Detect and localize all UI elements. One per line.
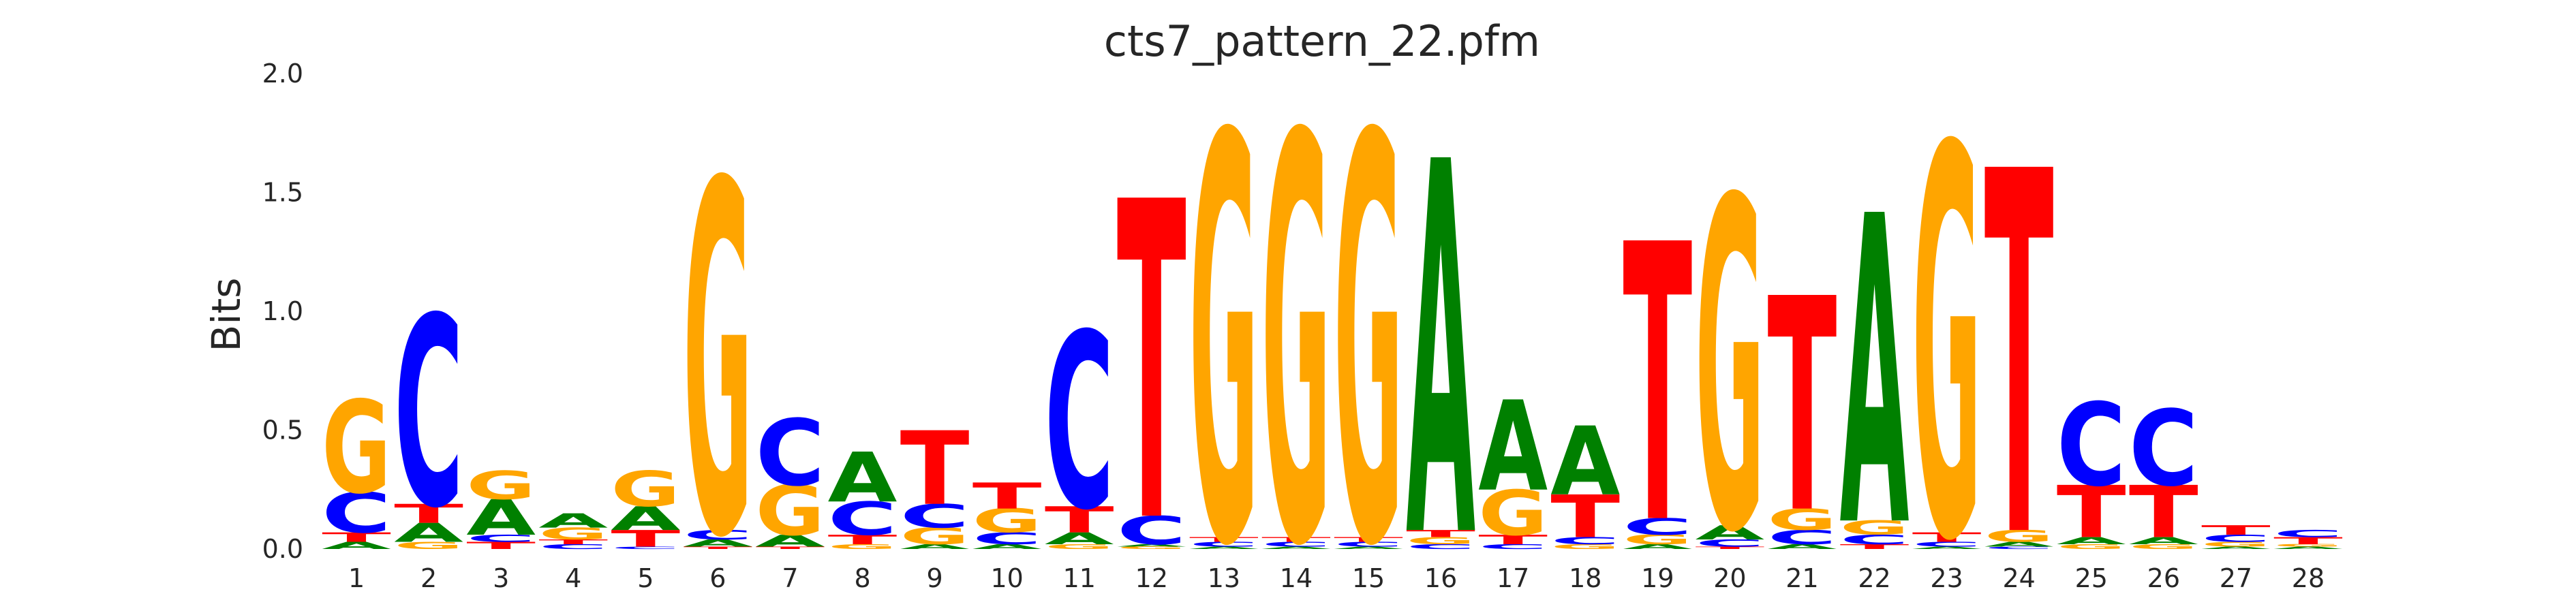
logo-letter-C: C xyxy=(2057,379,2126,512)
logo-letter-A: A xyxy=(1478,376,1548,520)
logo-letter-C: C xyxy=(1045,284,1114,564)
logo-letter-C: C xyxy=(756,400,825,507)
x-tick-label: 26 xyxy=(2147,563,2180,593)
logo-letter-C: C xyxy=(2273,528,2343,539)
x-tick-label: 5 xyxy=(637,563,654,593)
logo-letter-G: G xyxy=(322,375,391,522)
logo-letter-A: A xyxy=(1550,407,1620,516)
x-tick-label: 10 xyxy=(990,563,1023,593)
logo-letter-G: G xyxy=(1334,20,1403,613)
logo-letter-G: G xyxy=(683,83,752,613)
logo-letter-G: G xyxy=(611,461,680,518)
logo-letter-A: A xyxy=(1406,57,1476,613)
y-axis-ticks: 0.0 0.5 1.0 1.5 2.0 xyxy=(262,59,303,564)
y-tick-label: 0.0 xyxy=(262,534,303,564)
x-tick-label: 4 xyxy=(565,563,581,593)
logo-letter-T: T xyxy=(1768,236,1838,578)
x-tick-label: 28 xyxy=(2292,563,2325,593)
x-tick-label: 3 xyxy=(493,563,509,593)
logo-letter-T: T xyxy=(1623,164,1693,608)
y-axis-label: Bits xyxy=(203,278,249,352)
logo-letter-A: A xyxy=(828,438,898,518)
logo-letter-C: C xyxy=(2129,388,2198,509)
x-tick-label: 25 xyxy=(2075,563,2108,593)
logo-letter-T: T xyxy=(2201,522,2271,537)
logo-letter-T: T xyxy=(1117,110,1187,613)
x-tick-label: 17 xyxy=(1497,563,1529,593)
logo-letter-A: A xyxy=(538,509,608,532)
x-tick-label: 7 xyxy=(782,563,798,593)
logo-letter-T: T xyxy=(972,475,1042,517)
y-tick-label: 1.0 xyxy=(262,296,303,326)
y-tick-label: 1.5 xyxy=(262,178,303,208)
logo-letter-G: G xyxy=(1912,37,1982,613)
y-tick-label: 0.5 xyxy=(262,415,303,445)
x-tick-label: 2 xyxy=(420,563,437,593)
x-tick-label: 1 xyxy=(348,563,365,593)
logo-stacks: ATCGGATC TCAGCTGACTAGTACG TAGCGTCAAGCTACGT… xyxy=(322,20,2343,613)
x-tick-label: 9 xyxy=(927,563,943,593)
logo-letter-T: T xyxy=(1984,68,2055,613)
logo-letter-G: G xyxy=(1695,105,1764,613)
logo-letter-G: G xyxy=(466,462,536,508)
logo-letter-G: G xyxy=(1261,20,1331,613)
x-tick-label: 27 xyxy=(2220,563,2252,593)
x-tick-label: 18 xyxy=(1569,563,1601,593)
x-tick-label: 8 xyxy=(854,563,870,593)
logo-letter-T: T xyxy=(900,411,970,528)
logo-letter-C: C xyxy=(394,262,463,565)
y-tick-label: 2.0 xyxy=(262,59,303,89)
logo-letter-A: A xyxy=(1840,127,1910,613)
x-tick-label: 11 xyxy=(1063,563,1096,593)
logo-letter-G: G xyxy=(1189,20,1259,613)
